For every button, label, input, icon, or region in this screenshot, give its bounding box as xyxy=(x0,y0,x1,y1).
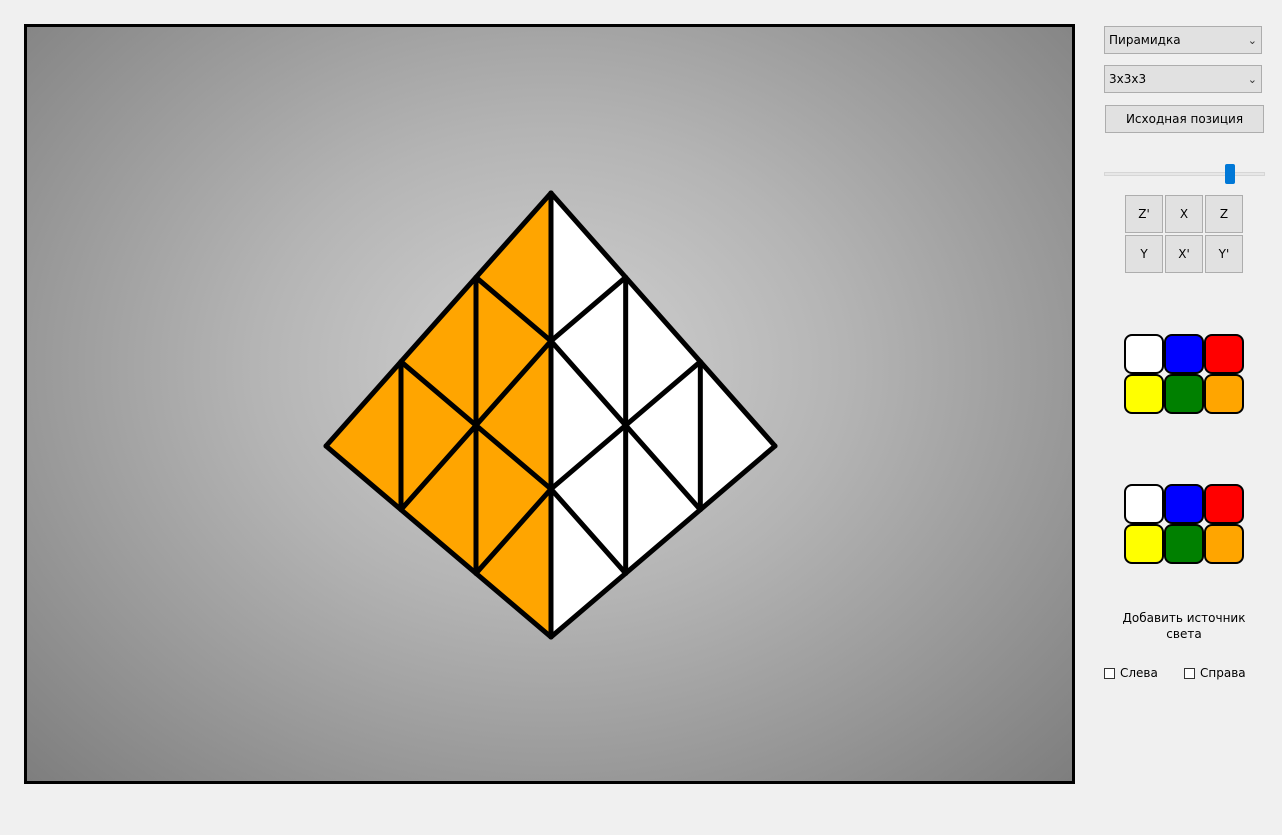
grid-line xyxy=(323,190,554,449)
palette-1-swatch[interactable] xyxy=(1124,334,1164,374)
checkbox-box[interactable] xyxy=(1104,667,1115,679)
palette-2-swatch[interactable] xyxy=(1204,484,1244,524)
palette-2-swatch[interactable] xyxy=(1124,524,1164,564)
pyramid-faces xyxy=(326,193,775,637)
palette-1-swatch[interactable] xyxy=(1124,374,1164,414)
rotate-z-button[interactable]: Z xyxy=(1205,195,1243,233)
rotate-y-button[interactable]: Y xyxy=(1125,235,1163,273)
rotation-button-label: Y' xyxy=(1218,247,1230,261)
light-left-label: Слева xyxy=(1120,666,1158,680)
palette-1-swatch[interactable] xyxy=(1164,374,1204,414)
puzzle-type-select[interactable]: Пирамидка ⌄ xyxy=(1104,26,1262,54)
puzzle-size-value: 3х3х3 xyxy=(1109,72,1147,86)
palette-1-swatch[interactable] xyxy=(1164,334,1204,374)
grid-line xyxy=(398,338,554,513)
palette-2-swatch[interactable] xyxy=(1124,484,1164,524)
pyramid-canvas[interactable] xyxy=(27,27,1072,781)
light-right-label: Справа xyxy=(1200,666,1246,680)
speed-slider-track[interactable] xyxy=(1104,172,1265,176)
puzzle-type-value: Пирамидка xyxy=(1109,33,1181,47)
grid-line xyxy=(548,274,629,344)
rotation-button-label: Y xyxy=(1140,247,1148,261)
pyramid-grid-lines xyxy=(323,190,778,640)
checkbox-box[interactable] xyxy=(1184,667,1195,679)
grid-line xyxy=(473,274,554,344)
palette-1-swatch[interactable] xyxy=(1204,334,1244,374)
light-left-checkbox[interactable]: Слева xyxy=(1104,666,1158,680)
grid-line xyxy=(548,443,778,640)
speed-slider-thumb[interactable] xyxy=(1225,164,1235,184)
puzzle-size-select[interactable]: 3х3х3 ⌄ xyxy=(1104,65,1262,93)
grid-line xyxy=(548,486,629,576)
rotate-y-prime-button[interactable]: Y' xyxy=(1205,235,1243,273)
palette-2-swatch[interactable] xyxy=(1204,524,1244,564)
grid-line xyxy=(323,443,554,640)
right-face xyxy=(551,193,775,637)
add-light-source-label: Добавить источник света xyxy=(1122,611,1246,641)
chevron-down-icon: ⌄ xyxy=(1247,72,1257,86)
rotate-z-prime-button[interactable]: Z' xyxy=(1125,195,1163,233)
rotation-button-label: Z xyxy=(1219,207,1229,221)
palette-2-swatch[interactable] xyxy=(1164,484,1204,524)
grid-line xyxy=(548,190,778,449)
rotate-x-button[interactable]: X xyxy=(1165,195,1203,233)
rotation-button-label: X' xyxy=(1178,247,1190,261)
reset-position-label: Исходная позиция xyxy=(1125,112,1244,126)
reset-position-button[interactable]: Исходная позиция xyxy=(1105,105,1264,133)
chevron-down-icon: ⌄ xyxy=(1247,33,1257,47)
rotation-button-label: Z' xyxy=(1138,207,1150,221)
palette-1-swatch[interactable] xyxy=(1204,374,1244,414)
rotate-x-prime-button[interactable]: X' xyxy=(1165,235,1203,273)
rotation-button-label: X xyxy=(1179,207,1189,221)
puzzle-viewport[interactable] xyxy=(24,24,1075,784)
palette-2-swatch[interactable] xyxy=(1164,524,1204,564)
left-face xyxy=(326,193,551,637)
light-right-checkbox[interactable]: Справа xyxy=(1184,666,1246,680)
grid-line xyxy=(548,338,703,513)
grid-line xyxy=(473,486,554,576)
